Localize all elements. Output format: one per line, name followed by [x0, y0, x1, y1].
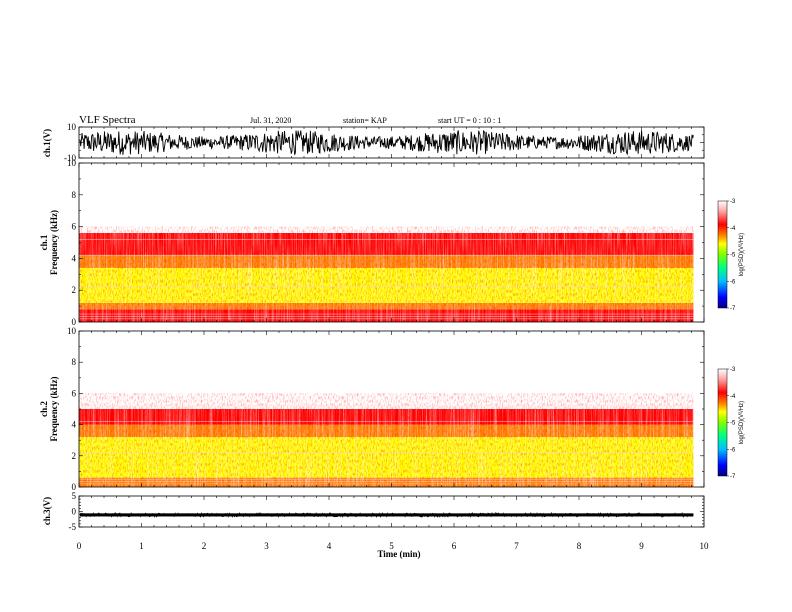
colorbar-gradient — [717, 200, 728, 309]
panel-frame — [78, 495, 705, 528]
y-axis-label-line: ch.2 — [39, 401, 49, 417]
ch1-spectrogram-panel: 0 2 4 6 8 10 ch.1Frequency (kHz) — [39, 158, 705, 327]
y-axis-label-line: Frequency (kHz) — [49, 376, 59, 441]
y-tick-label: 10 — [67, 326, 77, 336]
y-axis-label: ch.1(V) — [42, 129, 52, 157]
y-tick-label: 0 — [72, 507, 77, 517]
station-label: station= KAP — [343, 116, 387, 125]
x-tick-label: 9 — [639, 541, 644, 551]
ch1-waveform-line — [79, 129, 694, 156]
x-tick-label: 4 — [327, 541, 332, 551]
y-axis-label: ch.2Frequency (kHz) — [39, 376, 59, 441]
x-tick-label: 6 — [452, 541, 457, 551]
ch3-waveform-panel: 5 0 -5 ch.3(V) — [42, 491, 705, 532]
colorbar-tick-label: -6 — [730, 279, 736, 285]
y-tick-label: 0 — [72, 317, 77, 327]
y-tick-label: 6 — [72, 222, 77, 232]
spectrogram-speckle — [79, 393, 694, 487]
ch2-colorbar: -3 -4 -5 -6 -7 log(PSD)(V²/Hz) — [717, 367, 745, 480]
y-tick-label: -10 — [64, 153, 76, 163]
ch1-colorbar: -3 -4 -5 -6 -7 log(PSD)(V²/Hz) — [717, 199, 745, 312]
x-tick-label: 8 — [577, 541, 582, 551]
date-label: Jul. 31, 2020 — [250, 116, 291, 125]
ch3-waveform-line — [79, 511, 694, 519]
colorbar-gradient — [717, 368, 728, 477]
x-tick-label: 0 — [77, 541, 82, 551]
y-tick-label: 2 — [72, 451, 77, 461]
y-tick-label: 2 — [72, 285, 77, 295]
y-tick-label: 10 — [67, 158, 77, 168]
x-tick-label: 2 — [202, 541, 207, 551]
x-axis-label: Time (min) — [377, 549, 420, 559]
time-axis: 0 1 2 3 4 5 6 7 8 9 10 — [77, 541, 709, 551]
colorbar-tick-label: -3 — [730, 367, 736, 373]
y-tick-label: 4 — [72, 420, 77, 430]
ch3-waveform-band — [80, 513, 694, 517]
ch1-waveform-panel: 10 -10 ch.1(V) — [42, 122, 705, 163]
y-tick-label: 4 — [72, 253, 77, 263]
colorbar-label: log(PSD)(V²/Hz) — [739, 401, 745, 444]
colorbar-label: log(PSD)(V²/Hz) — [739, 233, 745, 276]
y-tick-label: 8 — [72, 357, 77, 367]
x-tick-label: 10 — [700, 541, 710, 551]
y-tick-label: 10 — [67, 122, 77, 132]
colorbar-tick-label: -4 — [730, 394, 736, 400]
y-axis-label: ch.3(V) — [42, 497, 52, 525]
colorbar-tick-label: -5 — [730, 421, 736, 427]
colorbar-tick-label: -5 — [730, 253, 736, 259]
x-tick-label: 5 — [389, 541, 394, 551]
x-tick-label: 3 — [264, 541, 269, 551]
colorbar-tick-label: -4 — [730, 226, 736, 232]
spectrogram-speckle — [79, 226, 694, 322]
x-tick-label: 7 — [514, 541, 519, 551]
y-axis-label-line: Frequency (kHz) — [49, 210, 59, 275]
y-tick-label: 8 — [72, 190, 77, 200]
y-axis-label-line: ch.3(V) — [42, 497, 52, 525]
x-tick-label: 1 — [139, 541, 144, 551]
colorbar-tick-label: -3 — [730, 199, 736, 205]
y-tick-label: 5 — [72, 491, 77, 501]
y-axis-label: ch.1Frequency (kHz) — [39, 210, 59, 275]
y-tick-label: 0 — [72, 482, 77, 492]
ch2-spectrogram-panel: 0 2 4 6 8 10 ch.2Frequency (kHz) — [39, 326, 705, 492]
colorbar-tick-label: -7 — [730, 474, 736, 480]
start-time-label: start UT = 0 : 10 : 1 — [438, 116, 501, 125]
y-axis-label-line: ch.1 — [39, 234, 49, 250]
y-tick-label: -5 — [69, 522, 77, 532]
colorbar-tick-label: -6 — [730, 447, 736, 453]
y-tick-label: 6 — [72, 388, 77, 398]
y-axis-label-line: ch.1(V) — [42, 129, 52, 157]
figure-title: VLF Spectra — [79, 114, 136, 126]
colorbar-tick-label: -7 — [730, 306, 736, 312]
